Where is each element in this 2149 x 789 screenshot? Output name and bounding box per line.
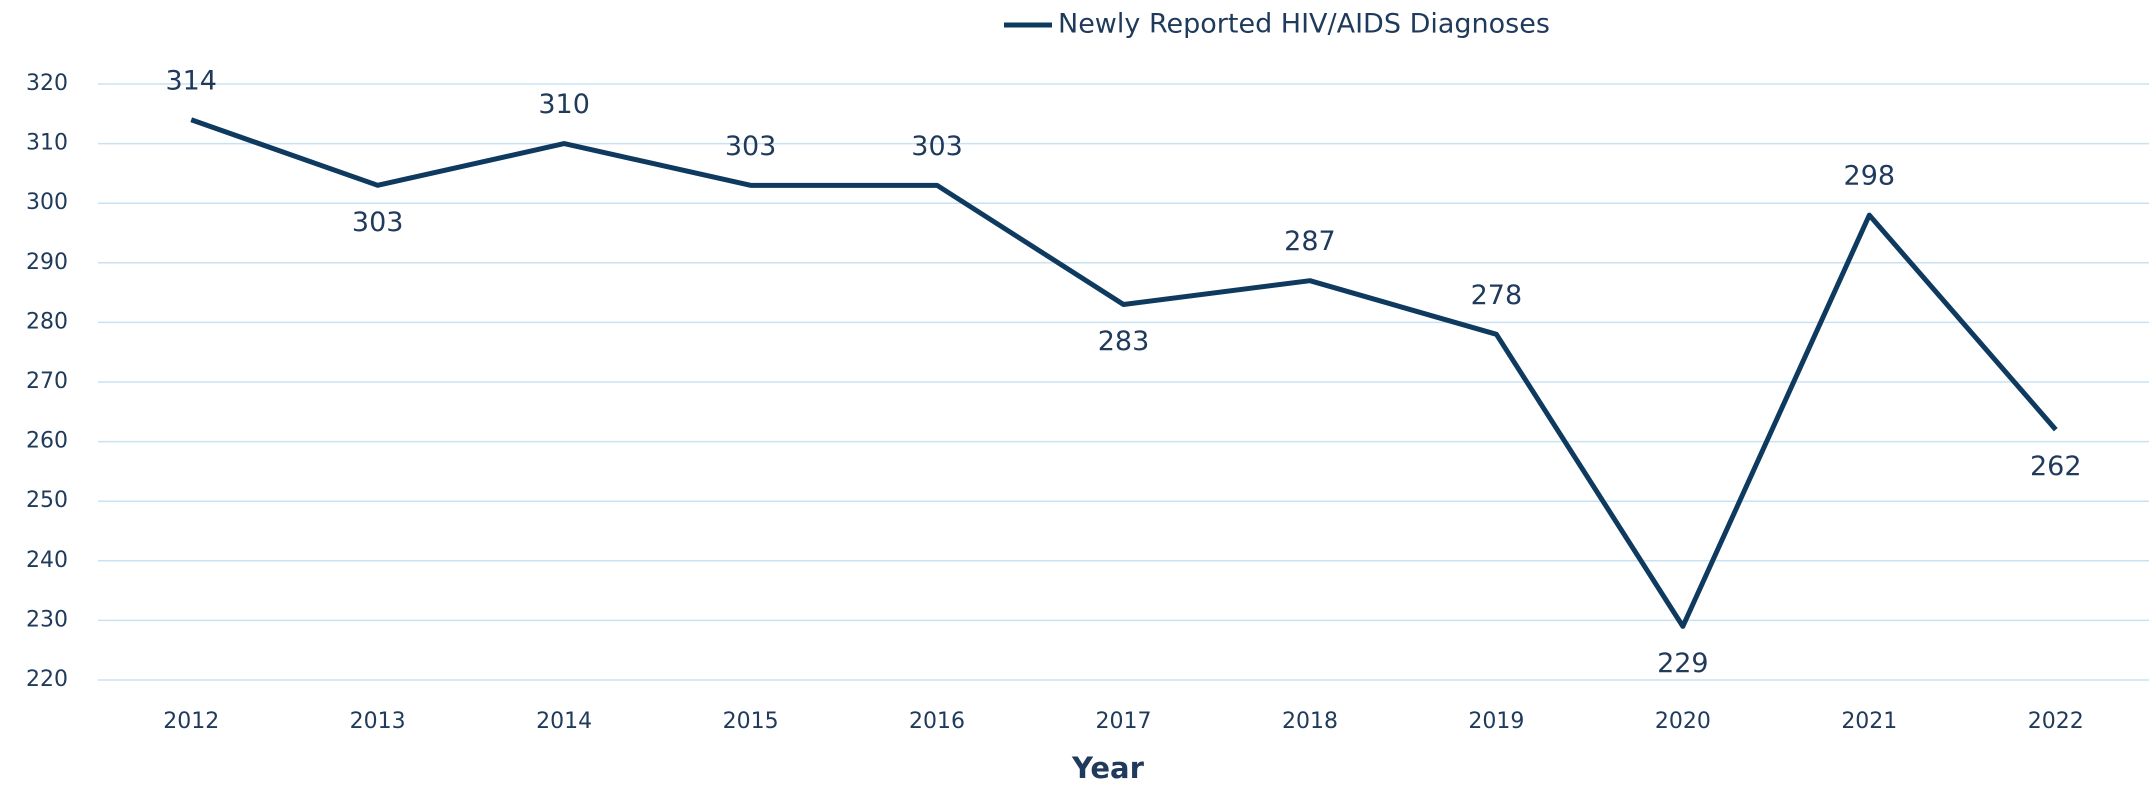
data-label: 310 — [538, 89, 590, 120]
data-label: 298 — [1844, 161, 1896, 192]
y-tick-label: 300 — [26, 190, 68, 215]
y-tick-label: 320 — [26, 71, 68, 96]
series-line — [190, 117, 2058, 629]
y-tick-label: 250 — [26, 488, 68, 513]
y-tick-label: 230 — [26, 607, 68, 632]
x-tick-label: 2012 — [163, 709, 219, 734]
data-label: 262 — [2030, 451, 2082, 482]
y-tick-label: 310 — [26, 131, 68, 156]
x-tick-label: 2015 — [723, 709, 779, 734]
x-tick-label: 2014 — [536, 709, 592, 734]
y-tick-label: 290 — [26, 250, 68, 275]
x-tick-label: 2021 — [1841, 709, 1897, 734]
y-tick-label: 260 — [26, 429, 68, 454]
x-tick-label: 2022 — [2028, 709, 2084, 734]
data-label: 303 — [911, 131, 963, 162]
legend-label: Newly Reported HIV/AIDS Diagnoses — [1058, 9, 1550, 40]
y-tick-label: 280 — [26, 309, 68, 334]
x-tick-label: 2016 — [909, 709, 965, 734]
x-axis-title: Year — [1071, 751, 1145, 785]
data-label: 278 — [1471, 280, 1523, 311]
data-label: 229 — [1657, 648, 1709, 679]
y-tick-label: 270 — [26, 369, 68, 394]
data-label: 303 — [352, 207, 404, 238]
x-tick-label: 2013 — [350, 709, 406, 734]
x-tick-label: 2019 — [1468, 709, 1524, 734]
y-tick-label: 220 — [26, 667, 68, 692]
x-tick-label: 2018 — [1282, 709, 1338, 734]
x-tick-label: 2020 — [1655, 709, 1711, 734]
y-tick-label: 240 — [26, 548, 68, 573]
x-tick-label: 2017 — [1096, 709, 1152, 734]
data-label: 283 — [1098, 326, 1150, 357]
data-label: 303 — [725, 131, 777, 162]
data-label: 314 — [165, 65, 217, 96]
data-label: 287 — [1284, 226, 1336, 257]
